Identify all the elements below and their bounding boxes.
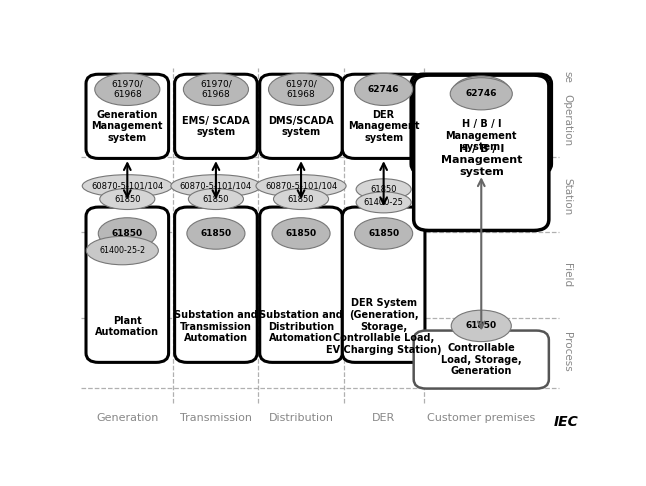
Text: 60870-5-101/104: 60870-5-101/104 <box>180 181 252 191</box>
Ellipse shape <box>269 73 333 105</box>
Ellipse shape <box>452 76 510 108</box>
FancyBboxPatch shape <box>174 207 257 363</box>
FancyBboxPatch shape <box>86 74 169 158</box>
Text: Field: Field <box>563 263 572 287</box>
FancyBboxPatch shape <box>174 74 257 158</box>
FancyBboxPatch shape <box>413 75 549 230</box>
Ellipse shape <box>95 73 160 105</box>
Text: 61850: 61850 <box>114 194 141 204</box>
Text: se: se <box>563 71 572 83</box>
Ellipse shape <box>87 236 158 265</box>
Text: Plant
Automation: Plant Automation <box>96 316 160 337</box>
Ellipse shape <box>273 189 329 209</box>
Ellipse shape <box>256 174 346 197</box>
Text: Substation and
Transmission
Automation: Substation and Transmission Automation <box>174 310 258 343</box>
Text: Process: Process <box>563 332 572 372</box>
Text: Substation and
Distribution
Automation: Substation and Distribution Automation <box>259 310 343 343</box>
FancyBboxPatch shape <box>413 330 549 389</box>
FancyBboxPatch shape <box>342 74 425 158</box>
Ellipse shape <box>356 179 411 200</box>
Text: 61970/
61968: 61970/ 61968 <box>112 80 143 99</box>
FancyBboxPatch shape <box>260 74 342 158</box>
Text: 61850: 61850 <box>200 229 231 238</box>
Ellipse shape <box>98 218 156 249</box>
Ellipse shape <box>355 73 413 105</box>
Text: 61850: 61850 <box>286 229 317 238</box>
Text: Operation: Operation <box>563 94 572 146</box>
Text: 62746: 62746 <box>368 85 399 94</box>
Text: 61400-25-2: 61400-25-2 <box>99 246 145 255</box>
Text: 60870-5-101/104: 60870-5-101/104 <box>265 181 337 191</box>
Text: H / B / I
Management
system: H / B / I Management system <box>441 144 522 177</box>
Ellipse shape <box>183 73 249 105</box>
Ellipse shape <box>187 218 245 249</box>
Text: 61850: 61850 <box>203 194 229 204</box>
Text: IEC: IEC <box>554 415 579 429</box>
Ellipse shape <box>171 174 261 197</box>
Text: DER: DER <box>372 413 395 422</box>
Ellipse shape <box>450 78 512 110</box>
Text: H / B / I
Management
system: H / B / I Management system <box>446 119 517 152</box>
Ellipse shape <box>189 189 244 209</box>
Text: Customer premises: Customer premises <box>427 413 536 422</box>
Text: DER
Management
system: DER Management system <box>348 110 419 143</box>
Text: Generation
Management
system: Generation Management system <box>92 110 163 143</box>
Text: 61850: 61850 <box>287 194 315 204</box>
Text: 60870-5-101/104: 60870-5-101/104 <box>91 181 163 191</box>
FancyBboxPatch shape <box>411 74 552 174</box>
Text: 61970/
61968: 61970/ 61968 <box>200 80 232 99</box>
Text: 61850: 61850 <box>370 185 397 194</box>
Text: Controllable
Load, Storage,
Generation: Controllable Load, Storage, Generation <box>441 343 521 376</box>
FancyBboxPatch shape <box>86 207 169 363</box>
Text: 61850: 61850 <box>368 229 399 238</box>
Text: Station: Station <box>563 178 572 215</box>
FancyBboxPatch shape <box>342 207 425 363</box>
Text: 62746: 62746 <box>466 89 497 98</box>
Ellipse shape <box>272 218 330 249</box>
FancyBboxPatch shape <box>260 207 342 363</box>
Ellipse shape <box>451 310 512 342</box>
Ellipse shape <box>356 192 411 213</box>
Text: Transmission: Transmission <box>180 413 252 422</box>
Text: 61970/
61968: 61970/ 61968 <box>285 80 317 99</box>
Text: EMS/ SCADA
system: EMS/ SCADA system <box>182 116 250 137</box>
Ellipse shape <box>355 218 413 249</box>
Text: 61400-25: 61400-25 <box>364 198 404 207</box>
Ellipse shape <box>82 174 172 197</box>
Text: 62746: 62746 <box>466 87 497 97</box>
Text: 61850: 61850 <box>466 321 497 330</box>
Text: DER System
(Generation,
Storage,
Controllable Load,
EV Charging Station): DER System (Generation, Storage, Control… <box>326 298 441 355</box>
Text: DMS/SCADA
system: DMS/SCADA system <box>268 116 334 137</box>
Text: 61850: 61850 <box>112 229 143 238</box>
Text: Distribution: Distribution <box>269 413 333 422</box>
Ellipse shape <box>99 189 155 209</box>
Text: Generation: Generation <box>96 413 158 422</box>
